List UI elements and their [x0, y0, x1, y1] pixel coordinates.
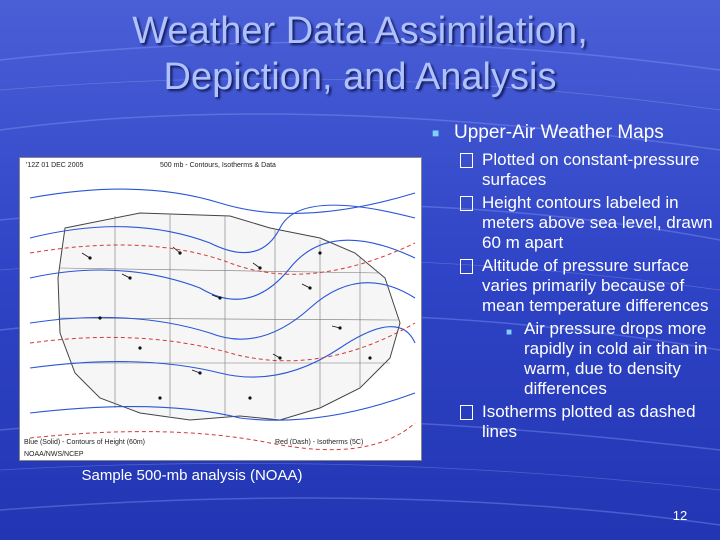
box-bullet-icon	[460, 402, 482, 442]
bullet-item: Altitude of pressure surface varies prim…	[460, 256, 718, 316]
bullet-item-text: Plotted on constant-pressure surfaces	[482, 150, 700, 189]
sub-bullet-item: ■ Air pressure drops more rapidly in col…	[506, 319, 718, 399]
box-bullet-icon	[460, 256, 482, 316]
sub-bullet-text: Air pressure drops more rapidly in cold …	[524, 319, 708, 398]
figure-caption: Sample 500-mb analysis (NOAA)	[81, 467, 303, 484]
bullet-heading-text: Upper-Air Weather Maps	[454, 122, 664, 143]
weather-map-figure: '12Z 01 DEC 2005 500 mb - Contours, Isot…	[19, 157, 422, 461]
title-line-1: Weather Data Assimilation,	[132, 10, 588, 52]
box-bullet-icon	[460, 150, 482, 190]
square-bullet-icon: ■	[432, 126, 440, 140]
map-header-right: 500 mb - Contours, Isotherms & Data	[160, 162, 276, 169]
weather-map-image: '12Z 01 DEC 2005 500 mb - Contours, Isot…	[20, 158, 421, 460]
map-header-left: '12Z 01 DEC 2005	[26, 162, 83, 169]
bullet-list: ■ Upper-Air Weather Maps Plotted on cons…	[428, 122, 718, 445]
box-bullet-icon	[460, 193, 482, 253]
bullet-item-text: Isotherms plotted as dashed lines	[482, 402, 696, 441]
slide-title: Weather Data Assimilation, Depiction, an…	[40, 8, 680, 100]
map-credit: NOAA/NWS/NCEP	[24, 451, 84, 458]
square-bullet-icon: ■	[506, 327, 513, 338]
bullet-item-text: Height contours labeled in meters above …	[482, 193, 713, 252]
bullet-item: Height contours labeled in meters above …	[460, 193, 718, 253]
bullet-item: Isotherms plotted as dashed lines	[460, 402, 718, 442]
map-legend-isotherms: Red (Dash) - Isotherms (5C)	[275, 439, 363, 446]
page-number: 12	[672, 508, 688, 523]
title-line-2: Depiction, and Analysis	[163, 56, 557, 98]
bullet-item: Plotted on constant-pressure surfaces	[460, 150, 718, 190]
bullet-heading: ■ Upper-Air Weather Maps	[428, 122, 718, 144]
map-legend-contours: Blue (Solid) - Contours of Height (60m)	[24, 439, 145, 446]
bullet-item-text: Altitude of pressure surface varies prim…	[482, 256, 709, 315]
